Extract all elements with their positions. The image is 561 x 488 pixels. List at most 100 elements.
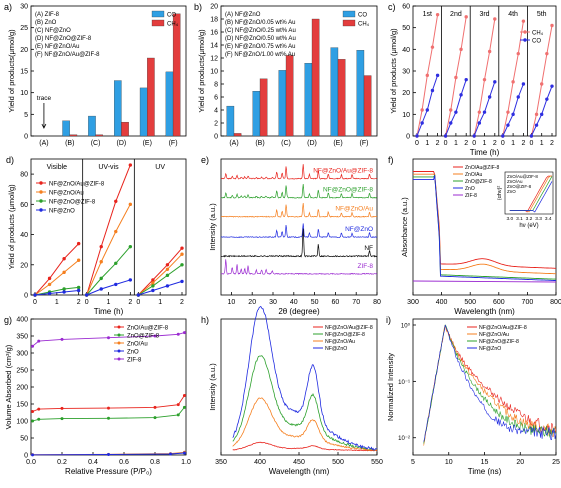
x-tick-label: (C): [91, 140, 101, 147]
plot-frame: [412, 5, 557, 137]
data-point: [415, 134, 419, 138]
pattern-label: NF@ZnO: [345, 226, 373, 233]
bar-co: [114, 80, 122, 137]
inset-x-tick-label: 3.1: [516, 216, 523, 222]
legend-text: NF@ZnO/Au: [479, 332, 509, 338]
y-tick-label: 10⁻¹: [398, 380, 410, 386]
bar-ch: [285, 55, 294, 137]
series-line: [34, 286, 79, 296]
x-tick-label: 400: [254, 459, 266, 466]
inset-legend-text: ZnO/Au: [507, 179, 523, 184]
y-tick-label: 8: [214, 82, 218, 89]
data-point: [151, 288, 155, 293]
legend-swatch: [342, 10, 356, 18]
bar-co: [88, 115, 96, 137]
y-tick-label: 16: [210, 30, 218, 37]
x-axis-label: Time (ns): [468, 467, 502, 476]
series-line: [34, 259, 80, 296]
x-tick-label: 2: [493, 140, 497, 147]
y-axis-label: Normalized Intensity: [386, 353, 395, 421]
y-tick-label: 14: [210, 43, 218, 50]
inset-curve: [509, 181, 553, 213]
data-point: [545, 51, 549, 56]
legend-series-name: NF@ZnO/Au@ZIF-8: [49, 182, 105, 188]
legend-series-name: CH₄: [358, 22, 370, 28]
legend-series-name: NF@ZnO@ZIF-8: [49, 200, 96, 206]
legend-text: (F) NF@ZnO/Au@ZIF-8: [35, 52, 100, 58]
y-tick-label: 150: [16, 402, 28, 409]
decay-curve: [423, 324, 557, 442]
x-tick-label: 1: [540, 140, 544, 147]
panel-letter: d): [6, 155, 14, 165]
data-point: [107, 336, 110, 340]
isotherm-curve: [32, 332, 185, 347]
data-point: [550, 23, 554, 28]
pattern-label: NF@ZnO/Au@ZIF-8: [313, 168, 373, 175]
data-point: [464, 77, 468, 82]
x-tick-label: 30: [269, 299, 277, 306]
data-point: [521, 82, 526, 86]
section-label: UV: [155, 164, 165, 171]
data-point: [454, 110, 458, 114]
data-point: [180, 263, 184, 267]
x-tick-label: 1: [454, 140, 458, 147]
pattern-label: NF: [364, 245, 373, 252]
legend-series-name: ZIF-8: [127, 358, 142, 364]
data-point: [176, 403, 180, 407]
data-point: [47, 276, 52, 281]
legend-series-name: ZnO@ZIF-8: [127, 334, 160, 340]
data-point: [477, 121, 482, 125]
data-point: [425, 73, 429, 78]
bar-ch: [259, 78, 268, 137]
y-tick-label: 250: [16, 368, 28, 375]
data-point: [511, 80, 515, 84]
x-tick-label: 5: [411, 459, 415, 466]
series-line: [137, 253, 183, 296]
y-tick-label: 10⁻²: [398, 436, 410, 442]
inset-x-tick-label: 3.2: [526, 216, 533, 222]
pattern-label: NF@ZnO@ZIF-8: [323, 187, 373, 194]
legend-text: (A) NF@ZnO: [225, 12, 261, 18]
data-point: [37, 339, 41, 343]
x-tick-label: 0.2: [57, 459, 67, 466]
legend-series-name: ZnO: [127, 350, 139, 356]
x-tick-label: 40: [290, 299, 298, 306]
inset-x-tick-label: 3.4: [545, 216, 552, 222]
legend-marker: [523, 38, 527, 42]
data-point: [62, 290, 66, 294]
data-point: [114, 199, 118, 204]
y-tick-label: 18: [210, 17, 218, 24]
x-tick-label: 1: [483, 140, 487, 147]
x-tick-label: (E): [143, 140, 152, 147]
data-point: [176, 413, 180, 417]
legend-text: ZnO/Au: [465, 172, 482, 178]
y-tick-label: 0: [214, 134, 218, 141]
data-point: [76, 288, 81, 293]
legend-series-name: CO: [532, 39, 541, 45]
x-tick-label: 20: [248, 299, 256, 306]
section-label: Visible: [47, 164, 68, 171]
y-tick-label: 30: [20, 4, 28, 11]
panel-letter: c): [388, 2, 396, 12]
bar-ch: [95, 134, 103, 137]
y-axis-label: Volume Absorbed (cm³/g): [4, 344, 13, 429]
data-point: [76, 285, 81, 290]
x-tick-label: 20: [516, 459, 524, 466]
bar-co: [62, 120, 70, 137]
data-point: [107, 416, 110, 420]
y-axis-label: Intensity (a.u.): [208, 363, 217, 411]
bar-co: [252, 91, 261, 137]
bar-co: [165, 71, 174, 137]
series-line: [34, 243, 80, 296]
panel-letter: f): [388, 155, 394, 165]
x-tick-label: 550: [371, 459, 383, 466]
y-axis-label: Intensity (a.u.): [208, 203, 217, 251]
data-point: [472, 134, 476, 138]
data-point: [516, 51, 520, 56]
y-tick-label: 15: [20, 69, 28, 76]
x-tick-label: 1: [107, 299, 111, 306]
data-point: [62, 257, 66, 261]
data-point: [62, 287, 66, 291]
x-tick-label: 400: [436, 299, 448, 306]
